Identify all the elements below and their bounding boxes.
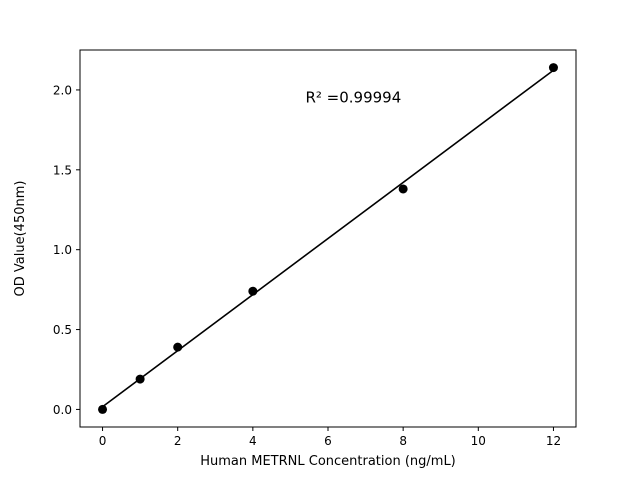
y-tick-label: 2.0: [53, 83, 72, 97]
x-tick-label: 4: [249, 434, 257, 448]
data-point: [173, 342, 183, 352]
y-tick-label: 1.5: [53, 163, 72, 177]
x-tick-label: 0: [99, 434, 107, 448]
x-tick-label: 6: [324, 434, 332, 448]
x-axis-label: Human METRNL Concentration (ng/mL): [200, 454, 456, 469]
fit-line: [102, 69, 554, 408]
data-point: [98, 404, 108, 414]
y-axis-label: OD Value(450nm): [13, 181, 28, 297]
y-tick-label: 0.0: [53, 403, 72, 417]
data-point: [135, 374, 145, 384]
x-tick-label: 8: [399, 434, 407, 448]
data-point: [398, 184, 408, 194]
y-tick-label: 1.0: [53, 243, 72, 257]
x-tick-label: 12: [546, 434, 561, 448]
x-tick-label: 10: [471, 434, 486, 448]
data-point: [248, 286, 258, 296]
data-point: [548, 63, 558, 73]
r-squared-annotation: R² =0.99994: [305, 89, 401, 107]
x-tick-label: 2: [174, 434, 182, 448]
y-tick-label: 0.5: [53, 323, 72, 337]
